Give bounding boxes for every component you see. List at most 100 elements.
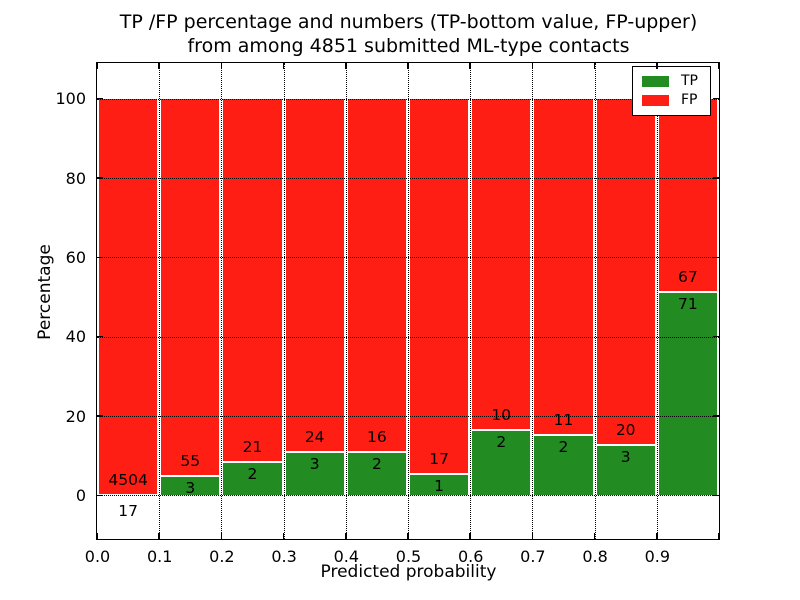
y-tick-mark (713, 177, 719, 179)
tp-count-label: 2 (558, 438, 569, 457)
legend-swatch-fp (642, 95, 669, 106)
vertical-gridline (408, 63, 409, 539)
x-tick-mark (593, 533, 596, 539)
y-tick-mark (97, 415, 103, 417)
fp-count-label: 20 (615, 420, 636, 439)
x-tick-label: 0.0 (84, 547, 111, 566)
x-tick-mark (469, 533, 471, 539)
tp-bar-segment (596, 443, 655, 496)
vertical-gridline (283, 63, 285, 539)
x-tick-mark (345, 533, 347, 539)
legend-label-fp: FP (681, 92, 698, 108)
tp-count-label: 2 (247, 464, 258, 483)
y-tick-mark (97, 177, 103, 179)
horizontal-gridline (97, 416, 719, 418)
y-tick-label: 40 (65, 327, 86, 347)
x-tick-mark (469, 63, 471, 69)
tp-count-label: 3 (309, 455, 320, 474)
x-tick-mark (656, 533, 658, 539)
vertical-gridline (221, 63, 223, 539)
fp-bar-segment (285, 98, 344, 452)
x-tick-mark (345, 63, 347, 69)
tp-bar-segment (347, 451, 406, 496)
x-tick-mark (593, 63, 596, 69)
fp-bar-segment (347, 98, 406, 452)
y-tick-mark (713, 415, 719, 417)
tp-bar-segment (534, 434, 593, 496)
fp-bar-segment (472, 98, 531, 430)
y-tick-mark (713, 97, 719, 100)
tp-bar-segment (658, 291, 717, 496)
tp-count-label: 1 (434, 477, 445, 496)
vertical-gridline (656, 63, 658, 539)
legend-item-fp: FP (642, 91, 698, 110)
x-tick-mark (718, 533, 720, 539)
x-tick-label: 0.1 (146, 547, 173, 566)
fp-bar-segment (596, 98, 655, 444)
legend-label-tp: TP (681, 73, 698, 89)
y-tick-mark (713, 256, 719, 259)
x-tick-label: 0.9 (644, 547, 671, 566)
x-tick-mark (282, 63, 285, 69)
x-tick-mark (158, 63, 160, 69)
horizontal-gridline (97, 336, 719, 338)
x-tick-label: 0.3 (271, 547, 297, 566)
legend: TP FP (632, 66, 711, 116)
horizontal-gridline (97, 178, 719, 180)
horizontal-gridline (97, 98, 719, 100)
vertical-gridline (470, 63, 472, 539)
y-tick-mark (97, 97, 103, 100)
fp-count-label: 11 (553, 411, 574, 430)
tp-bar-segment (285, 451, 344, 496)
x-tick-mark (96, 63, 98, 69)
fp-count-label: 21 (242, 437, 263, 456)
legend-item-tp: TP (642, 72, 698, 91)
x-tick-label: 0.8 (582, 547, 608, 566)
x-tick-mark (656, 63, 658, 69)
plot-area: TP FP 4504 17 55 3 21 2 24 3 16 2 17 1 10 2 11 2 20 3 67 71 (96, 62, 720, 540)
y-tick-label: 80 (65, 168, 86, 188)
chart-title-line-1: TP /FP percentage and numbers (TP-bottom… (119, 11, 698, 33)
vertical-gridline (159, 63, 161, 539)
fp-bar-segment (658, 98, 717, 292)
legend-swatch-tp (642, 76, 669, 87)
fp-bar-segment (161, 98, 220, 475)
tp-bar-segment (161, 474, 220, 496)
vertical-gridline (532, 63, 534, 539)
fp-count-label: 16 (367, 428, 387, 447)
fp-count-label: 24 (304, 428, 325, 447)
x-tick-label: 0.6 (457, 547, 484, 566)
tp-bar-segment (472, 429, 531, 496)
x-tick-mark (96, 533, 98, 539)
tp-count-label: 3 (620, 447, 631, 466)
x-tick-mark (718, 63, 720, 69)
tp-bar-segment (99, 493, 158, 496)
x-tick-mark (220, 63, 223, 69)
y-tick-mark (713, 335, 719, 338)
fp-bar-segment (99, 98, 158, 494)
y-tick-mark (713, 494, 719, 497)
x-tick-mark (531, 533, 534, 539)
tp-count-label: 2 (496, 433, 507, 452)
x-tick-mark (282, 533, 285, 539)
fp-bar-segment (223, 98, 282, 461)
y-tick-label: 20 (65, 406, 86, 426)
tp-count-label: 3 (185, 478, 196, 497)
tp-count-label: 71 (678, 295, 698, 314)
y-tick-label: 100 (55, 89, 86, 109)
fp-bar-segment (410, 98, 469, 474)
fp-count-label: 17 (429, 450, 449, 469)
x-tick-label: 0.4 (333, 547, 360, 566)
x-tick-mark (407, 63, 409, 69)
fp-count-label: 67 (678, 268, 698, 287)
y-tick-mark (97, 494, 103, 497)
x-tick-mark (531, 63, 534, 69)
x-tick-label: 0.2 (209, 547, 235, 566)
tp-bar-segment (223, 460, 282, 496)
chart-title-line-2: from among 4851 submitted ML-type contac… (187, 35, 630, 57)
x-axis-label: Predicted probability (320, 562, 497, 582)
tp-count-label: 2 (371, 455, 382, 474)
x-tick-mark (220, 533, 223, 539)
vertical-gridline (345, 63, 347, 539)
